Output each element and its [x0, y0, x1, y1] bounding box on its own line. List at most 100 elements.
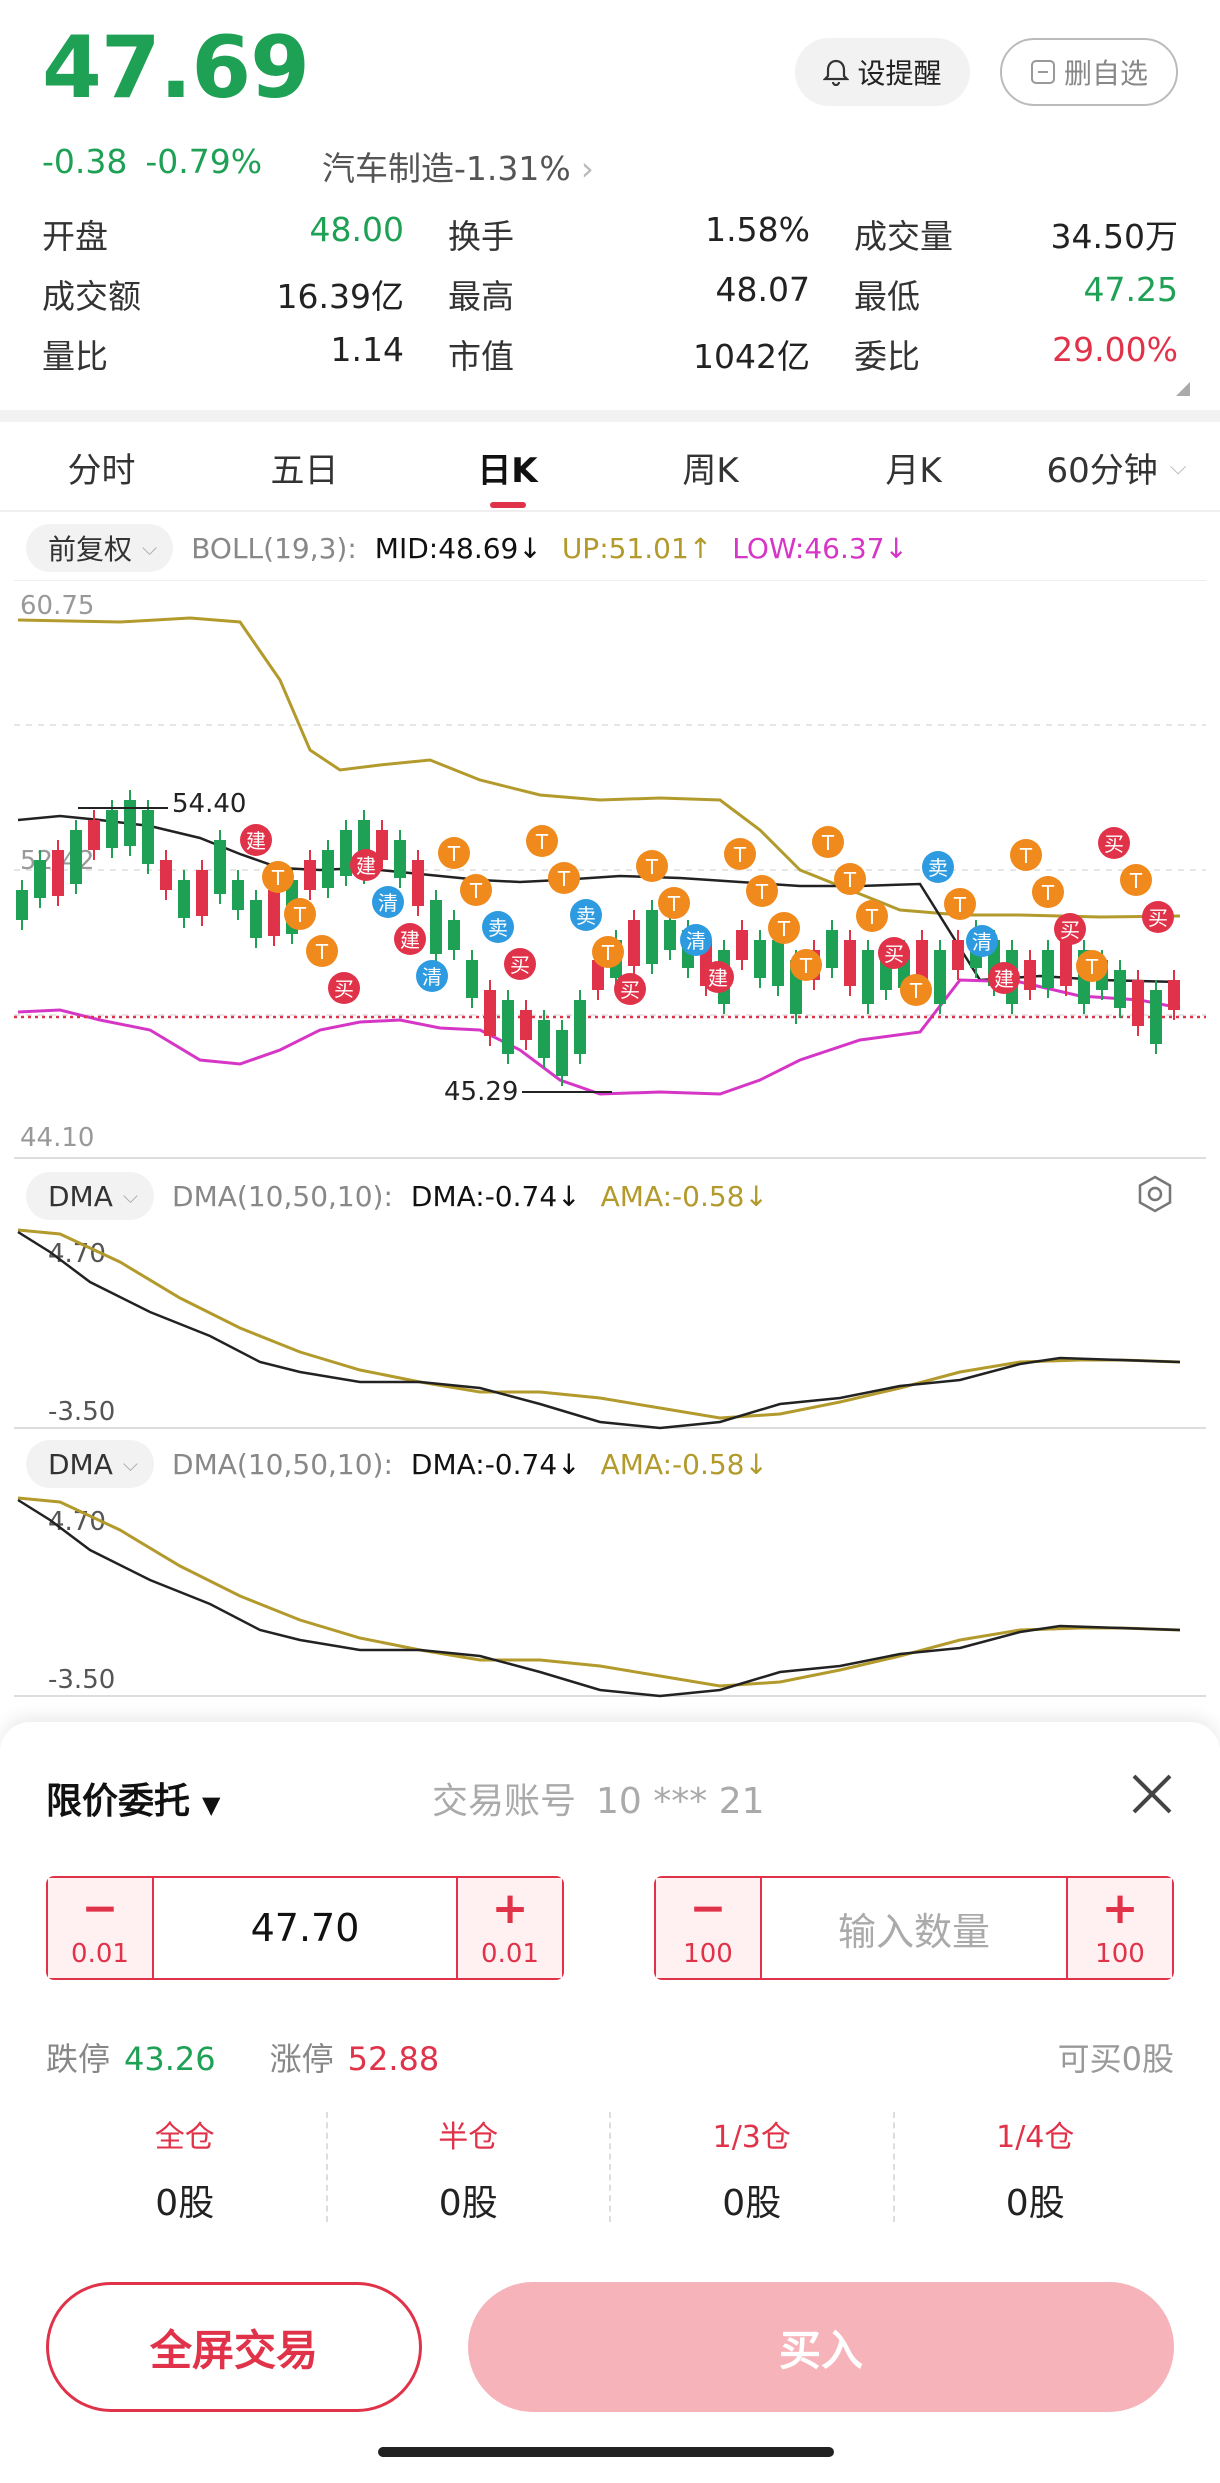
limit-up-value[interactable]: 52.88 — [347, 2040, 440, 2078]
position-option[interactable]: 1/4仓 0股 — [895, 2112, 1177, 2224]
trade-signal-marker[interactable] — [636, 850, 668, 882]
account-number: 10 *** 21 — [596, 1781, 765, 1822]
trade-signal-marker[interactable] — [944, 888, 976, 920]
position-label: 全仓 — [154, 2120, 215, 2155]
trade-signal-marker[interactable] — [966, 925, 998, 957]
trade-signal-marker[interactable] — [1098, 827, 1130, 859]
trade-signal-marker[interactable] — [1076, 950, 1108, 982]
settings-hexagon-icon[interactable] — [1135, 1174, 1175, 1214]
trade-signal-marker[interactable] — [680, 924, 712, 956]
trade-signal-marker[interactable] — [416, 960, 448, 992]
trade-signal-marker[interactable] — [724, 838, 756, 870]
trade-signal-marker[interactable] — [988, 962, 1020, 994]
trade-signal-label: 买 — [510, 953, 530, 977]
boll-up: UP:51.01↑ — [561, 531, 713, 565]
divider — [0, 410, 1220, 422]
trade-signal-marker[interactable] — [592, 936, 624, 968]
tab-1[interactable]: 五日 — [203, 422, 406, 512]
trade-signal-marker[interactable] — [1010, 839, 1042, 871]
trade-signal-marker[interactable] — [856, 900, 888, 932]
dma-chip-label-2: DMA — [48, 1447, 113, 1481]
tab-0[interactable]: 分时 — [0, 422, 203, 512]
full-screen-trade-button[interactable]: 全屏交易 — [46, 2282, 422, 2412]
trade-signal-marker[interactable] — [262, 861, 294, 893]
caret-down-icon: ▼ — [202, 1791, 221, 1819]
qty-increase-button[interactable]: +100 — [1068, 1878, 1172, 1978]
trade-signal-marker[interactable] — [1120, 864, 1152, 896]
trade-signal-marker[interactable] — [372, 886, 404, 918]
trade-signal-label: T — [843, 868, 857, 892]
quantity-input[interactable]: 输入数量 — [760, 1878, 1068, 1978]
account-info: 交易账号 10 *** 21 — [432, 1772, 765, 1824]
set-alert-button[interactable]: 设提醒 — [795, 38, 970, 106]
trade-signal-marker[interactable] — [350, 849, 382, 881]
limit-down-value[interactable]: 43.26 — [124, 2040, 216, 2078]
industry-link[interactable]: 汽车制造-1.31% › — [322, 142, 594, 190]
price-decrease-button[interactable]: − 0.01 — [48, 1878, 152, 1978]
trade-signal-marker[interactable] — [1054, 913, 1086, 945]
adjust-selector[interactable]: 前复权 ⌵ — [26, 524, 174, 572]
trade-signal-marker[interactable] — [790, 949, 822, 981]
trade-signal-marker[interactable] — [812, 826, 844, 858]
expand-corner-icon[interactable] — [1176, 382, 1190, 396]
trade-signal-marker[interactable] — [878, 937, 910, 969]
dma-indicator-row-1: DMA ⌵ DMA(10,50,10): DMA:-0.74↓ AMA:-0.58… — [0, 1168, 788, 1224]
price-input[interactable]: 47.70 — [152, 1878, 458, 1978]
change-amount: -0.38 — [42, 142, 128, 181]
tab-label: 60分钟 — [1046, 450, 1158, 491]
kline-chart[interactable]: 60.75 52.42 44.10 54.40 45.29 建TTT买建清建清T… — [0, 580, 1220, 1160]
trade-signal-marker[interactable] — [438, 837, 470, 869]
chevron-down-icon: ⌵ — [142, 536, 158, 560]
tab-4[interactable]: 月K — [812, 422, 1015, 512]
trade-signal-marker[interactable] — [1142, 901, 1174, 933]
trade-signal-marker[interactable] — [460, 874, 492, 906]
dma-selector-2[interactable]: DMA ⌵ — [26, 1440, 155, 1488]
home-indicator — [378, 2447, 834, 2457]
trade-signal-marker[interactable] — [306, 935, 338, 967]
position-label: 1/3仓 — [712, 2120, 791, 2155]
trade-signal-marker[interactable] — [768, 912, 800, 944]
tab-2[interactable]: 日K — [406, 422, 609, 512]
trade-signal-marker[interactable] — [548, 862, 580, 894]
remove-watchlist-button[interactable]: 删自选 — [1000, 38, 1178, 106]
trade-signal-label: T — [315, 940, 329, 964]
close-icon[interactable] — [1124, 1766, 1180, 1822]
trade-signal-marker[interactable] — [504, 948, 536, 980]
trade-signal-marker[interactable] — [658, 887, 690, 919]
trade-signal-marker[interactable] — [526, 825, 558, 857]
dma-selector-1[interactable]: DMA ⌵ — [26, 1172, 155, 1220]
trade-signal-marker[interactable] — [284, 898, 316, 930]
position-option[interactable]: 1/3仓 0股 — [611, 2112, 895, 2224]
trade-signal-marker[interactable] — [482, 911, 514, 943]
position-label: 半仓 — [438, 2120, 499, 2155]
position-option[interactable]: 全仓 0股 — [44, 2112, 328, 2224]
trade-signal-marker[interactable] — [900, 974, 932, 1006]
buy-button[interactable]: 买入 — [468, 2282, 1174, 2412]
trade-signal-marker[interactable] — [1032, 876, 1064, 908]
trade-signal-marker[interactable] — [834, 863, 866, 895]
dma-chart-2[interactable]: 4.70 -3.50 — [0, 1490, 1220, 1700]
trade-signal-marker[interactable] — [746, 875, 778, 907]
trade-signal-label: 买 — [1148, 906, 1168, 930]
tab-5[interactable]: 60分钟 ⌵ — [1015, 422, 1218, 512]
order-type-selector[interactable]: 限价委托 ▼ — [46, 1772, 220, 1824]
trade-signal-marker[interactable] — [394, 923, 426, 955]
tab-label: 分时 — [67, 450, 136, 491]
bell-icon — [823, 59, 850, 86]
trade-signal-label: T — [601, 941, 615, 965]
price-increase-button[interactable]: +0.01 — [458, 1878, 562, 1978]
dma-chart-1[interactable]: 4.70 -3.50 — [0, 1222, 1220, 1432]
position-shares: 0股 — [155, 2183, 215, 2224]
stat-item: 量比 1.14 — [42, 330, 448, 378]
position-option[interactable]: 半仓 0股 — [328, 2112, 611, 2224]
tab-3[interactable]: 周K — [609, 422, 812, 512]
trade-signal-marker[interactable] — [570, 899, 602, 931]
trade-signal-marker[interactable] — [614, 973, 646, 1005]
trade-signal-marker[interactable] — [240, 824, 272, 856]
trade-signal-marker[interactable] — [328, 972, 360, 1004]
qty-decrease-button[interactable]: − 100 — [656, 1878, 760, 1978]
stat-value: 29.00% — [1052, 330, 1178, 369]
trade-signal-marker[interactable] — [922, 851, 954, 883]
trade-signal-marker[interactable] — [702, 961, 734, 993]
stat-item: 最高 48.07 — [448, 270, 854, 318]
